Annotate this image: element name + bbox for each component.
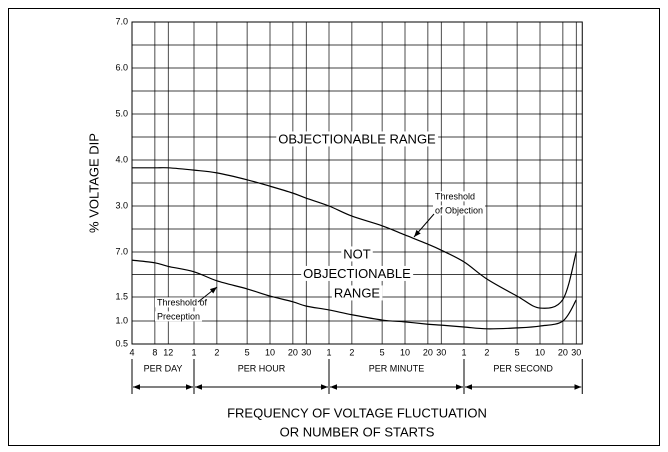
x-tick-label: 2 — [484, 347, 489, 357]
threshold-label-bg — [433, 205, 486, 216]
x-tick-label: 30 — [436, 347, 446, 357]
x-tick-label: 5 — [380, 347, 385, 357]
y-axis-label: % VOLTAGE DIP — [86, 133, 101, 233]
plot-border — [131, 21, 583, 345]
x-tick-label: 20 — [288, 347, 298, 357]
threshold-label-bg — [433, 191, 478, 202]
x-tick-label: 10 — [535, 347, 545, 357]
y-tick-label: 7.0 — [115, 246, 128, 256]
x-tick-label: 1 — [461, 347, 466, 357]
x-tick-label: 8 — [152, 347, 157, 357]
x-tick-label: 30 — [571, 347, 581, 357]
y-tick-label: 0.5 — [115, 338, 128, 348]
threshold-label-bg — [155, 311, 203, 322]
x-tick-label: 20 — [558, 347, 568, 357]
x-tick-label: 10 — [265, 347, 275, 357]
y-tick-label: 1.5 — [115, 291, 128, 301]
y-tick-label: 5.0 — [115, 108, 128, 118]
group-label: PER DAY — [144, 363, 183, 373]
x-tick-label: 20 — [423, 347, 433, 357]
threshold-label: Preception — [157, 311, 200, 321]
threshold-curve — [132, 167, 577, 309]
x-tick-label: 1 — [191, 347, 196, 357]
threshold-label: Threshold of — [157, 297, 208, 307]
objectionable-label-bg — [276, 131, 439, 147]
not-objectionable-label-bg — [301, 265, 414, 281]
y-tick-label: 7.0 — [115, 16, 128, 26]
x-tick-label: 12 — [163, 347, 173, 357]
not-objectionable-label: RANGE — [334, 285, 381, 300]
y-tick-label: 1.0 — [115, 315, 128, 325]
threshold-curve — [131, 259, 577, 330]
x-tick-label: 4 — [129, 347, 134, 357]
not-objectionable-label: OBJECTIONABLE — [303, 266, 411, 281]
x-tick-label: 30 — [301, 347, 311, 357]
x-tick-label: 2 — [349, 347, 354, 357]
pointer — [197, 286, 218, 303]
threshold-label: of Objection — [435, 205, 483, 215]
threshold-label: Threshold — [435, 191, 475, 201]
y-tick-label: 4.0 — [115, 154, 128, 164]
y-tick-label: 6.0 — [115, 62, 128, 72]
x-tick-label: 5 — [245, 347, 250, 357]
pointer — [413, 213, 435, 238]
not-objectionable-label-bg — [331, 285, 383, 301]
group-label: PER SECOND — [493, 363, 553, 373]
x-tick-label: 5 — [515, 347, 520, 357]
frame — [8, 8, 660, 446]
group-label: PER MINUTE — [369, 363, 425, 373]
objectionable-label: OBJECTIONABLE RANGE — [278, 131, 436, 146]
not-objectionable-label: NOT — [343, 246, 371, 261]
x-tick-label: 2 — [214, 347, 219, 357]
x-tick-label: 1 — [326, 347, 331, 357]
group-label: PER HOUR — [238, 363, 286, 373]
y-tick-label: 3.0 — [115, 200, 128, 210]
x-axis-label: OR NUMBER OF STARTS — [280, 424, 435, 439]
not-objectionable-label-bg — [341, 246, 373, 262]
threshold-label-bg — [155, 297, 210, 308]
x-axis-label: FREQUENCY OF VOLTAGE FLUCTUATION — [227, 405, 487, 420]
x-tick-label: 10 — [400, 347, 410, 357]
